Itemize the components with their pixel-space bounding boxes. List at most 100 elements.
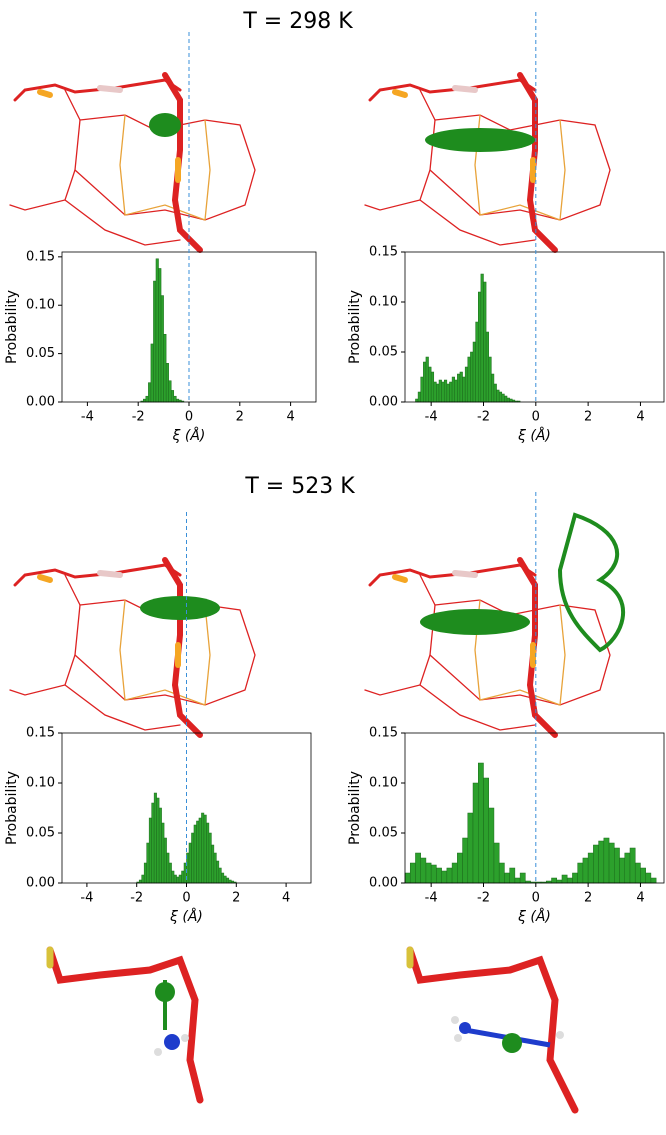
bar (151, 802, 155, 884)
bar (454, 379, 458, 403)
bar (213, 852, 217, 884)
bar (415, 852, 421, 884)
y-tick-label: 0.10 (26, 298, 55, 313)
bar (514, 877, 521, 884)
bar (141, 874, 145, 884)
bar (171, 870, 175, 884)
bar (223, 875, 227, 884)
bar (493, 383, 497, 403)
bar (483, 777, 489, 884)
bar (173, 395, 177, 403)
bar (176, 398, 180, 403)
bar (170, 390, 175, 403)
bar (624, 852, 631, 884)
bar (166, 852, 170, 884)
x-tick-label: 2 (232, 891, 240, 906)
x-tick-label: 0 (185, 410, 193, 425)
x-axis-label: ξ (Å) (172, 427, 206, 444)
bar (216, 860, 220, 884)
bar (457, 373, 461, 403)
bar (417, 391, 421, 403)
x-tick-label: 2 (236, 410, 244, 425)
bar (436, 867, 442, 884)
x-tick-label: 4 (636, 410, 644, 425)
bar (163, 837, 167, 884)
y-tick-label: 0.10 (369, 295, 398, 310)
x-tick-label: -4 (425, 891, 438, 906)
y-tick-label: 0.05 (26, 346, 55, 361)
bar (423, 361, 427, 403)
x-tick-label: 2 (584, 891, 592, 906)
bar (138, 879, 142, 884)
bar (425, 356, 429, 403)
bar (143, 398, 147, 403)
bar (420, 857, 427, 884)
bar (598, 840, 605, 884)
y-tick-label: 0.05 (26, 826, 55, 841)
bar (556, 879, 563, 884)
bar (150, 343, 154, 403)
y-axis-label: Probability (4, 771, 20, 845)
bar (161, 822, 165, 884)
bar (158, 807, 162, 884)
x-tick-label: 0 (182, 891, 190, 906)
y-tick-label: 0.10 (26, 776, 55, 791)
bar (608, 842, 615, 884)
bar (462, 376, 466, 403)
x-tick-label: 4 (636, 891, 644, 906)
bar (430, 864, 437, 884)
y-tick-label: 0.10 (369, 776, 398, 791)
bar (614, 847, 620, 884)
bar (478, 762, 484, 884)
x-axis-label: ξ (Å) (517, 908, 551, 925)
bar (587, 852, 594, 884)
bar (451, 862, 458, 884)
bar (196, 820, 200, 884)
bar (634, 862, 641, 884)
bar (640, 867, 646, 884)
bar (441, 870, 448, 884)
bar (483, 281, 487, 403)
bar (457, 852, 463, 884)
y-tick-label: 0.00 (26, 876, 55, 891)
bar (145, 395, 149, 403)
bar (577, 862, 584, 884)
bar (629, 847, 636, 884)
y-tick-label: 0.15 (26, 249, 55, 264)
bar (409, 862, 416, 884)
y-tick-label: 0.15 (26, 726, 55, 741)
bar (603, 837, 610, 884)
bar (650, 877, 657, 884)
heading: T = 523 K (244, 474, 355, 499)
bar (572, 872, 578, 884)
bar (153, 280, 157, 403)
bar (472, 341, 476, 403)
y-tick-label: 0.00 (369, 876, 398, 891)
bar (425, 862, 432, 884)
bar (191, 832, 195, 884)
bar (462, 837, 469, 884)
bar (178, 874, 182, 884)
bar (509, 867, 516, 884)
bar (168, 380, 172, 403)
plot-frame (404, 732, 665, 884)
bar (467, 812, 474, 884)
bar (566, 877, 573, 884)
bar (428, 366, 432, 403)
bar (193, 824, 197, 884)
y-axis-label: Probability (4, 290, 20, 364)
bar (436, 383, 440, 403)
bar (153, 792, 157, 884)
bar (480, 273, 484, 403)
structure-image (10, 75, 625, 1114)
bar (498, 391, 503, 403)
y-axis-label: Probability (347, 290, 363, 364)
y-tick-label: 0.15 (369, 245, 398, 260)
x-tick-label: -4 (425, 410, 438, 425)
bar (593, 844, 599, 884)
bar (478, 291, 482, 403)
bar (496, 389, 500, 403)
y-tick-label: 0.15 (369, 726, 398, 741)
x-tick-label: 0 (532, 410, 540, 425)
bar (506, 397, 510, 403)
